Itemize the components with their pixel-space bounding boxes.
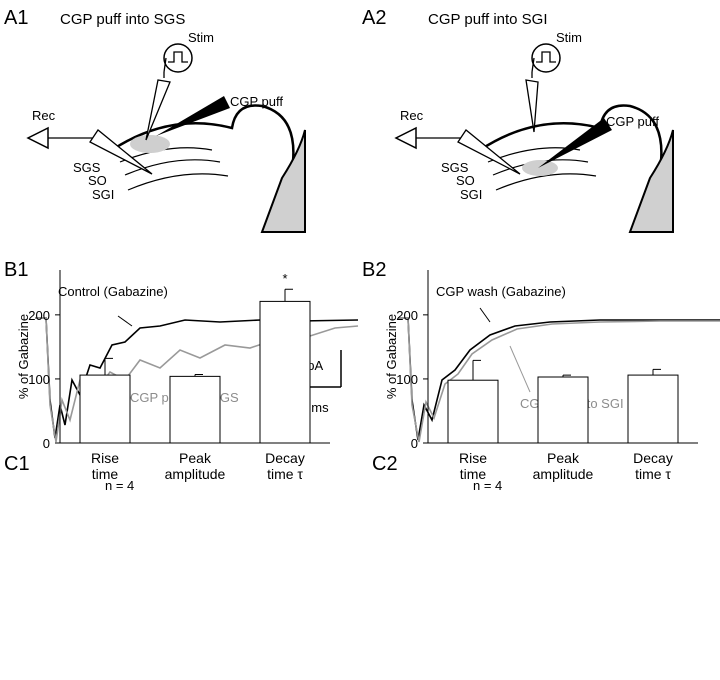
y-tick-label: 100 bbox=[28, 372, 50, 387]
layer-label: SGI bbox=[460, 187, 482, 202]
bar bbox=[627, 374, 679, 444]
rec-label: Rec bbox=[400, 108, 424, 123]
panel-label: A2 bbox=[362, 7, 386, 29]
error-bar bbox=[652, 368, 661, 376]
error-bar bbox=[472, 359, 481, 381]
panel-a1: A1 CGP puff into SGS Stim CGP puff Rec S… bbox=[4, 7, 307, 234]
x-tick-label: Peak bbox=[547, 450, 580, 466]
control-label: CGP wash (Gabazine) bbox=[436, 284, 566, 299]
bar bbox=[169, 375, 221, 444]
panel-title: CGP puff into SGI bbox=[428, 11, 548, 28]
error-bar bbox=[194, 373, 203, 377]
y-axis-title: % of Gabazine bbox=[384, 314, 399, 399]
x-tick-label: Decay bbox=[633, 450, 673, 466]
x-tick-label: Decay bbox=[265, 450, 305, 466]
x-tick-label: time τ bbox=[267, 466, 303, 482]
error-bar bbox=[284, 288, 293, 302]
panel-a2: A2 CGP puff into SGI Stim CGP puff Rec S… bbox=[362, 7, 675, 234]
y-tick-label: 100 bbox=[396, 372, 418, 387]
x-tick-label: time bbox=[460, 466, 487, 482]
x-tick-label: amplitude bbox=[165, 466, 226, 482]
error-bar bbox=[562, 374, 571, 378]
panel-label: C1 bbox=[4, 453, 30, 475]
panel-label: B2 bbox=[362, 259, 386, 281]
x-tick-label: time bbox=[92, 466, 119, 482]
y-axis-title: % of Gabazine bbox=[16, 314, 31, 399]
control-label: Control (Gabazine) bbox=[58, 284, 168, 299]
stim-label: Stim bbox=[556, 30, 582, 45]
bar bbox=[79, 374, 131, 444]
layer-label: SGS bbox=[441, 160, 469, 175]
puff-label: CGP puff bbox=[230, 94, 283, 109]
y-tick-label: 0 bbox=[411, 436, 418, 451]
y-tick-label: 200 bbox=[396, 308, 418, 323]
panel-label: C2 bbox=[372, 453, 398, 475]
x-tick-label: Rise bbox=[459, 450, 487, 466]
annotation: n = 4 bbox=[473, 478, 502, 493]
bar bbox=[259, 300, 311, 444]
stim-label: Stim bbox=[188, 30, 214, 45]
layer-label: SO bbox=[456, 173, 475, 188]
x-tick-label: Peak bbox=[179, 450, 212, 466]
error-bar bbox=[104, 357, 113, 376]
annotation: n = 4 bbox=[105, 478, 134, 493]
y-tick-label: 200 bbox=[28, 308, 50, 323]
layer-label: SO bbox=[88, 173, 107, 188]
layer-label: SGI bbox=[92, 187, 114, 202]
rec-label: Rec bbox=[32, 108, 56, 123]
panel-label: B1 bbox=[4, 259, 28, 281]
x-tick-label: amplitude bbox=[533, 466, 594, 482]
panel-label: A1 bbox=[4, 7, 28, 29]
bar bbox=[537, 376, 589, 444]
puff-label: CGP puff bbox=[606, 114, 659, 129]
significance: * bbox=[282, 271, 287, 286]
y-tick-label: 0 bbox=[43, 436, 50, 451]
panel-title: CGP puff into SGS bbox=[60, 11, 185, 28]
x-tick-label: Rise bbox=[91, 450, 119, 466]
layer-label: SGS bbox=[73, 160, 101, 175]
bar bbox=[447, 379, 499, 444]
x-tick-label: time τ bbox=[635, 466, 671, 482]
